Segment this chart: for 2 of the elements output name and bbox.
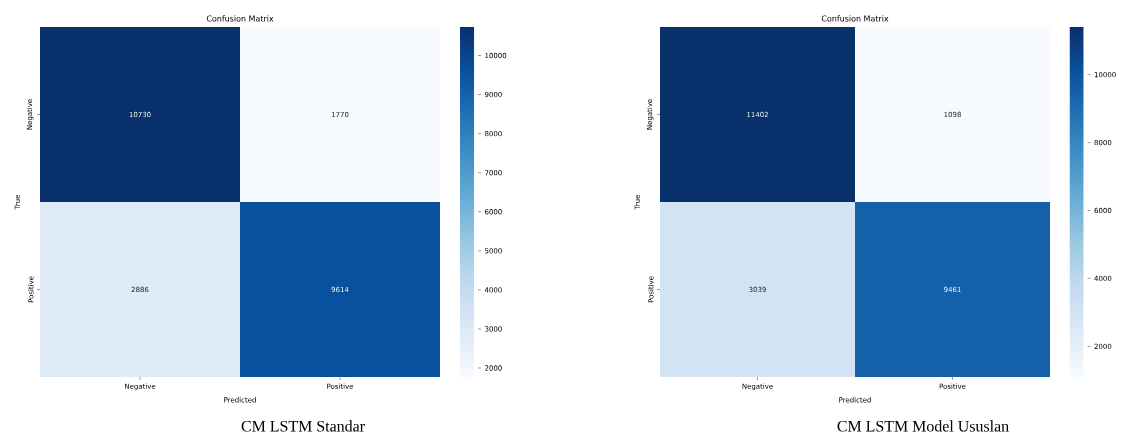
- text: CM LSTM Model Ususlan: [837, 420, 1009, 432]
- text: CM LSTM Standar: [241, 420, 365, 432]
